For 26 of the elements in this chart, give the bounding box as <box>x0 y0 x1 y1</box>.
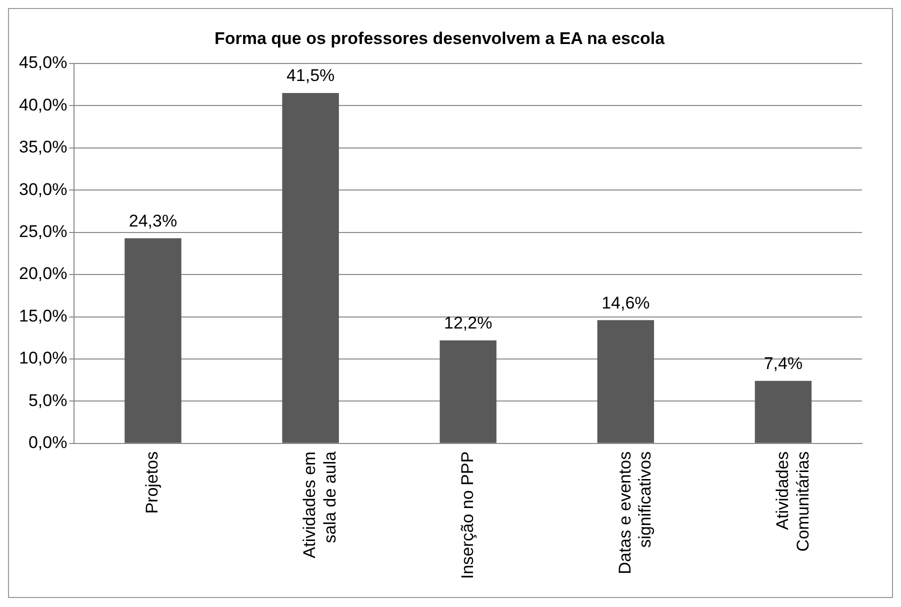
bar <box>440 340 496 443</box>
y-tick-label: 0,0% <box>28 433 68 452</box>
y-tick-label: 25,0% <box>19 222 68 241</box>
chart-title: Forma que os professores desenvolvem a EA na escola <box>214 28 666 48</box>
x-tick-label: Atividades Comunitárias <box>772 451 812 552</box>
y-tick-label: 10,0% <box>19 348 68 368</box>
data-label: 41,5% <box>286 66 335 86</box>
bar <box>124 238 182 443</box>
y-tick-label: 35,0% <box>19 138 68 157</box>
data-label: 24,3% <box>128 211 178 230</box>
y-tick-label: 40,0% <box>19 95 68 114</box>
x-tick-label: Atividades em sala de aula <box>300 450 340 558</box>
x-tick-label: Datas e eventos significativos <box>615 451 655 574</box>
bar <box>597 320 654 443</box>
bar <box>754 380 812 443</box>
y-tick-label: 30,0% <box>19 180 68 199</box>
y-tick-label: 20,0% <box>19 264 68 284</box>
data-label: 12,2% <box>444 314 492 333</box>
data-label: 7,4% <box>764 354 803 374</box>
y-tick-label: 5,0% <box>28 390 68 410</box>
x-tick-label: Projetos <box>142 451 162 514</box>
data-label: 14,6% <box>602 293 650 312</box>
x-tick-label: Inserção no PPP <box>458 451 477 580</box>
y-tick-label: 15,0% <box>19 306 68 326</box>
bar <box>282 92 339 443</box>
y-tick-label: 45,0% <box>19 53 68 72</box>
